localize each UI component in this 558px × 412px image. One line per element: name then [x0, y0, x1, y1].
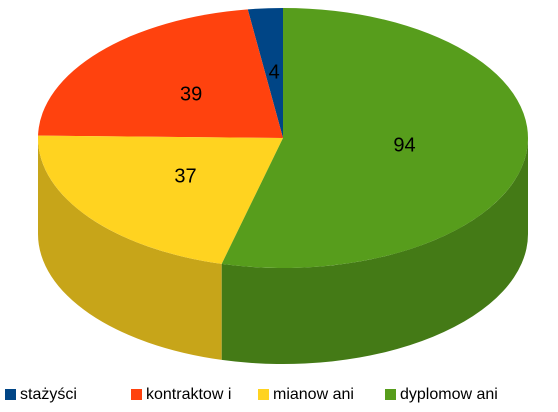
pie-side [221, 138, 528, 364]
data-label: 4 [269, 61, 280, 83]
legend-swatch [131, 389, 142, 400]
legend-swatch [385, 389, 396, 400]
legend: stażyści kontraktow i mianow ani dyplomow a… [5, 386, 498, 403]
pie-side [38, 138, 222, 360]
data-labels: 4 39 37 94 [174, 61, 415, 187]
legend-label: dyplomow ani [400, 386, 498, 403]
legend-label: stażyści [20, 386, 77, 403]
legend-swatch [5, 389, 16, 400]
pie-slice [221, 8, 528, 268]
pie-slice [247, 8, 283, 138]
data-label: 94 [393, 134, 415, 156]
pie-sides [38, 138, 528, 364]
legend-swatch [258, 389, 269, 400]
legend-label: mianow ani [273, 386, 354, 403]
pie-tops [38, 8, 528, 268]
data-label: 39 [180, 83, 202, 105]
pie-slice [38, 9, 283, 138]
legend-label: kontraktow i [146, 386, 231, 403]
pie-slice [38, 135, 284, 264]
data-label: 37 [174, 166, 196, 188]
